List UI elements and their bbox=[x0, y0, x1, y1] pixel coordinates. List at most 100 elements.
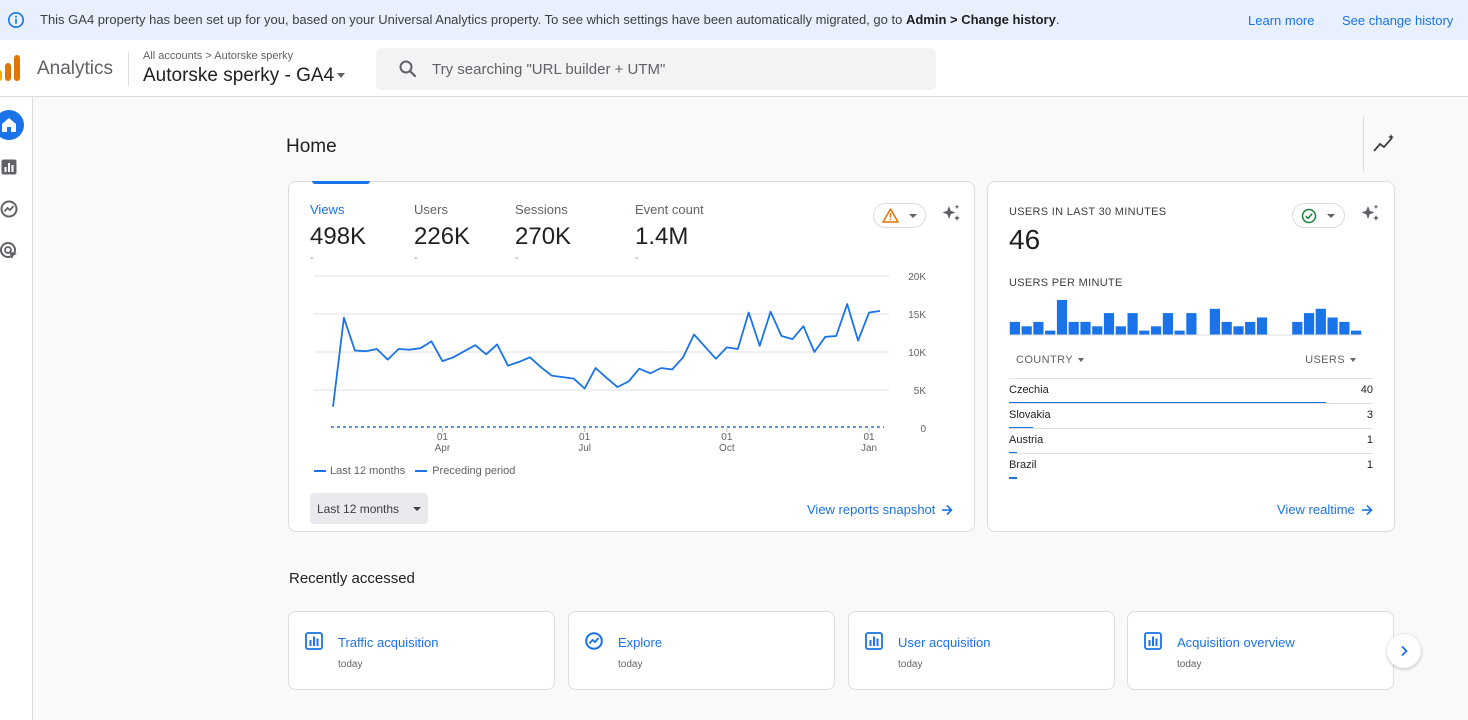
nav-advertising[interactable] bbox=[0, 236, 24, 266]
country-name: Brazil bbox=[1009, 459, 1037, 471]
recent-item-title: Acquisition overview bbox=[1177, 635, 1295, 650]
metric-delta: - bbox=[515, 253, 519, 264]
minute-bar bbox=[1351, 330, 1362, 335]
country-name: Austria bbox=[1009, 434, 1044, 446]
advertising-icon bbox=[0, 242, 17, 259]
sparkle-icon[interactable] bbox=[940, 203, 962, 225]
data-quality-ok-button[interactable] bbox=[1292, 203, 1345, 228]
users-column-header[interactable]: USERS bbox=[1305, 354, 1356, 366]
bar-chart-icon bbox=[305, 632, 323, 650]
recent-item-time: today bbox=[1177, 659, 1202, 670]
header-divider bbox=[128, 52, 129, 86]
legend-previous: Preceding period bbox=[432, 465, 516, 477]
country-column-header[interactable]: COUNTRY bbox=[1016, 354, 1084, 366]
property-selector[interactable]: Autorske sperky - GA4 bbox=[143, 65, 346, 87]
x-tick-label: 01 bbox=[863, 432, 875, 443]
country-users: 1 bbox=[1366, 434, 1373, 446]
arrow-right-icon bbox=[942, 504, 954, 515]
minute-bar bbox=[1115, 326, 1126, 336]
minute-bar bbox=[1315, 308, 1326, 336]
explore-icon bbox=[0, 200, 18, 218]
view-realtime-label: View realtime bbox=[1277, 502, 1355, 517]
country-share-bar bbox=[1009, 477, 1017, 479]
x-tick-label: Oct bbox=[719, 443, 735, 454]
recent-item-user-acquisition[interactable]: User acquisition today bbox=[848, 611, 1115, 690]
chevron-down-icon bbox=[1078, 358, 1084, 362]
metric-value: 498K bbox=[310, 223, 367, 250]
table-row: Brazil 1 bbox=[1009, 453, 1373, 479]
chevron-down-icon bbox=[337, 73, 346, 79]
minute-bar bbox=[1174, 330, 1185, 335]
learn-more-link[interactable]: Learn more bbox=[1248, 13, 1315, 28]
top-header: Analytics All accounts > Autorske sperky… bbox=[0, 40, 1468, 97]
country-name: Czechia bbox=[1009, 384, 1049, 396]
metric-tab-event-count[interactable]: Event count 1.4M - bbox=[635, 202, 704, 264]
arrow-right-icon bbox=[1361, 504, 1373, 515]
users-per-minute-chart bbox=[1009, 300, 1362, 336]
account-breadcrumb[interactable]: All accounts > Autorske sperky bbox=[143, 50, 294, 62]
analytics-logo-icon[interactable] bbox=[0, 54, 22, 82]
metric-tab-sessions[interactable]: Sessions 270K - bbox=[515, 202, 571, 264]
country-column-label: COUNTRY bbox=[1016, 354, 1073, 366]
insights-icon[interactable] bbox=[1372, 133, 1396, 155]
minute-bar bbox=[1056, 300, 1068, 335]
minute-bar bbox=[1162, 313, 1173, 335]
banner-message: This GA4 property has been set up for yo… bbox=[40, 12, 1060, 27]
home-icon bbox=[2, 118, 16, 132]
recent-item-title: User acquisition bbox=[898, 635, 991, 650]
page-title: Home bbox=[286, 136, 337, 157]
realtime-title: USERS IN LAST 30 MINUTES bbox=[1009, 206, 1167, 218]
metric-delta: - bbox=[310, 253, 314, 264]
minute-bar bbox=[1256, 317, 1268, 335]
nav-home[interactable] bbox=[0, 110, 24, 140]
y-tick-label: 0 bbox=[920, 424, 926, 435]
table-row: Austria 1 bbox=[1009, 428, 1373, 454]
search-bar[interactable] bbox=[376, 48, 936, 90]
migration-banner: This GA4 property has been set up for yo… bbox=[0, 0, 1468, 40]
info-icon bbox=[7, 11, 25, 29]
minute-bar bbox=[1033, 321, 1044, 335]
minute-bar bbox=[1080, 321, 1091, 335]
sparkle-icon[interactable] bbox=[1359, 203, 1381, 225]
date-range-dropdown[interactable]: Last 12 months bbox=[310, 493, 428, 524]
reports-icon bbox=[1, 159, 17, 175]
minute-bar bbox=[1021, 326, 1032, 336]
minute-bar bbox=[1339, 321, 1350, 335]
nav-reports[interactable] bbox=[0, 152, 24, 182]
minute-bar bbox=[1304, 313, 1315, 335]
recent-item-acquisition-overview[interactable]: Acquisition overview today bbox=[1127, 611, 1394, 690]
date-range-label: Last 12 months bbox=[317, 501, 400, 516]
view-reports-snapshot-link[interactable]: View reports snapshot bbox=[807, 502, 954, 517]
realtime-card: USERS IN LAST 30 MINUTES 46 USERS PER MI… bbox=[987, 181, 1395, 532]
recent-item-explore[interactable]: Explore today bbox=[568, 611, 835, 690]
minute-bar bbox=[1233, 326, 1244, 336]
search-input[interactable] bbox=[432, 58, 912, 80]
table-row: Czechia 40 bbox=[1009, 378, 1373, 404]
overview-card: Views 498K - Users 226K - Sessions 270K … bbox=[288, 181, 975, 532]
x-tick-label: 01 bbox=[721, 432, 733, 443]
recent-next-button[interactable] bbox=[1387, 634, 1421, 668]
nav-explore[interactable] bbox=[0, 194, 24, 224]
see-change-history-link[interactable]: See change history bbox=[1342, 13, 1454, 28]
minute-bar bbox=[1327, 317, 1338, 335]
metric-tab-users[interactable]: Users 226K - bbox=[414, 202, 470, 264]
chevron-down-icon bbox=[1327, 213, 1335, 218]
x-tick-label: Jan bbox=[861, 443, 877, 454]
metric-value: 226K bbox=[414, 223, 471, 250]
metric-value: 1.4M bbox=[635, 223, 689, 250]
recent-item-time: today bbox=[338, 659, 363, 670]
country-users: 1 bbox=[1366, 459, 1373, 471]
users-column-label: USERS bbox=[1305, 354, 1345, 366]
recent-item-title: Traffic acquisition bbox=[338, 635, 439, 650]
minute-bar bbox=[1209, 308, 1220, 336]
recently-accessed-title: Recently accessed bbox=[289, 570, 415, 587]
data-quality-warning-button[interactable] bbox=[873, 203, 926, 228]
view-realtime-link[interactable]: View realtime bbox=[1277, 502, 1373, 517]
bar-chart-icon bbox=[865, 632, 883, 650]
recent-item-traffic-acquisition[interactable]: Traffic acquisition today bbox=[288, 611, 555, 690]
country-users: 40 bbox=[1360, 384, 1373, 396]
metric-delta: - bbox=[414, 253, 418, 264]
metric-tab-views[interactable]: Views 498K - bbox=[310, 202, 366, 264]
warning-icon bbox=[882, 208, 899, 223]
